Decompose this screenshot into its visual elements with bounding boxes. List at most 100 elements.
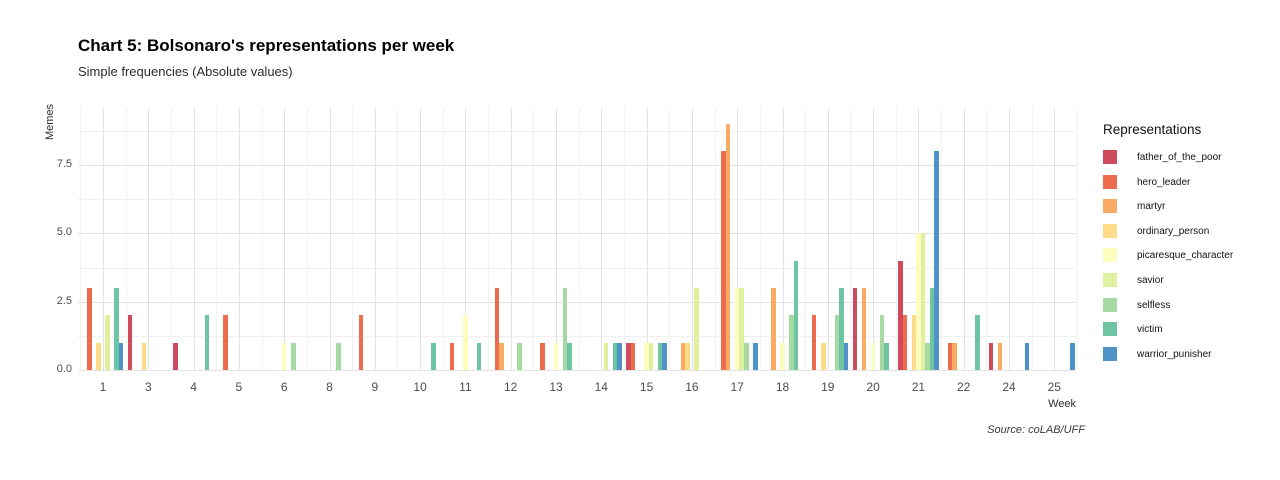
y-axis-label: Memes xyxy=(44,103,56,140)
bar-martyr-week-24 xyxy=(997,342,1003,370)
bar-ordinary_person-week-3 xyxy=(141,342,147,370)
bar-selfless-week-12 xyxy=(517,342,522,370)
x-tick-label: 19 xyxy=(821,380,835,394)
gridline-y-major xyxy=(78,301,1076,303)
bar-selfless-week-6 xyxy=(290,342,296,370)
bar-warrior_punisher-week-21 xyxy=(934,151,939,370)
gridline-x-major xyxy=(873,108,875,370)
bar-hero_leader-week-5 xyxy=(223,315,228,370)
gridline-x-minor xyxy=(397,108,399,370)
gridline-x-minor xyxy=(170,108,172,370)
gridline-x-minor xyxy=(850,108,852,370)
bar-warrior_punisher-week-24 xyxy=(1024,342,1030,370)
legend-swatch-savior xyxy=(1103,273,1117,287)
bar-warrior_punisher-week-14 xyxy=(617,342,622,370)
gridline-y-major xyxy=(78,165,1076,167)
x-tick-label: 20 xyxy=(866,380,880,394)
gridline-x-major xyxy=(103,108,104,370)
gridline-y-minor xyxy=(78,267,1076,269)
gridline-x-major xyxy=(465,108,467,370)
x-tick-label: 22 xyxy=(957,380,971,394)
bar-martyr-week-18 xyxy=(771,288,776,370)
bar-picaresque_character-week-17 xyxy=(734,288,740,370)
gridline-x-major xyxy=(510,108,512,370)
bar-savior-week-1 xyxy=(105,315,110,370)
bar-selfless-week-21 xyxy=(925,342,930,370)
bar-victim-week-11 xyxy=(476,342,482,370)
gridline-x-minor xyxy=(941,108,943,370)
bar-hero_leader-week-12 xyxy=(494,288,500,370)
x-tick-label: 5 xyxy=(235,380,243,394)
legend-item-label: warrior_punisher xyxy=(1137,348,1212,360)
bar-hero_leader-week-15 xyxy=(630,342,636,370)
bar-victim-week-21 xyxy=(929,288,935,370)
bar-hero_leader-week-19 xyxy=(811,315,817,370)
bar-ordinary_person-week-19 xyxy=(821,342,826,370)
gridline-x-minor xyxy=(714,108,716,370)
x-tick-label: 4 xyxy=(190,380,197,394)
legend-swatch-martyr xyxy=(1103,199,1117,214)
x-tick-label: 25 xyxy=(1047,380,1061,394)
y-tick-label: 5.0 xyxy=(56,226,72,239)
gridline-x-minor xyxy=(306,108,308,370)
x-tick-label: 9 xyxy=(371,380,379,394)
gridline-x-minor xyxy=(986,108,988,370)
legend-swatch-warrior_punisher xyxy=(1103,346,1117,361)
gridline-y-major xyxy=(78,370,1076,371)
bar-ordinary_person-week-1 xyxy=(96,342,101,370)
gridline-x-minor xyxy=(442,108,444,370)
bar-ordinary_person-week-16 xyxy=(685,342,690,370)
x-tick-label: 17 xyxy=(730,380,744,394)
y-tick-label: 2.5 xyxy=(56,294,72,307)
legend-item-label: ordinary_person xyxy=(1137,225,1210,237)
chart-subtitle: Simple frequencies (Absolute values) xyxy=(78,64,293,79)
legend-item-label: father_of_the_poor xyxy=(1137,152,1222,163)
gridline-x-major xyxy=(148,108,150,370)
gridline-x-minor xyxy=(623,108,625,370)
y-tick-label: 7.5 xyxy=(56,158,72,171)
bar-hero_leader-week-17 xyxy=(721,151,726,370)
gridline-x-major xyxy=(827,108,829,370)
bar-hero_leader-week-11 xyxy=(449,342,455,370)
bar-martyr-week-16 xyxy=(680,342,686,370)
bar-victim-week-20 xyxy=(884,342,889,370)
legend-swatch-selfless xyxy=(1103,297,1117,312)
y-tick-label: 0.0 xyxy=(56,363,72,375)
legend-item-label: hero_leader xyxy=(1137,176,1191,188)
legend-title: Representations xyxy=(1103,122,1202,137)
gridline-x-minor xyxy=(1031,108,1033,370)
gridline-x-major xyxy=(284,108,286,370)
gridline-x-major xyxy=(691,108,693,370)
gridline-x-major xyxy=(646,108,648,370)
gridline-x-major xyxy=(329,108,331,370)
bar-father_of_the_poor-week-3 xyxy=(127,315,133,370)
x-tick-label: 24 xyxy=(1002,380,1016,394)
bar-father_of_the_poor-week-24 xyxy=(988,342,994,370)
legend-item-label: selfless xyxy=(1137,299,1171,311)
legend-item-label: picaresque_character xyxy=(1137,250,1234,262)
bar-picaresque_character-week-18 xyxy=(780,342,785,370)
gridline-x-major xyxy=(963,108,965,370)
gridline-x-major xyxy=(1054,108,1056,370)
bar-warrior_punisher-week-19 xyxy=(843,342,849,370)
x-tick-label: 11 xyxy=(459,380,472,394)
bar-savior-week-21 xyxy=(920,233,926,370)
gridline-x-minor xyxy=(895,108,897,370)
bar-victim-week-19 xyxy=(839,288,844,370)
bar-savior-week-17 xyxy=(739,288,744,370)
x-tick-label: 12 xyxy=(504,380,518,394)
gridline-x-minor xyxy=(1076,108,1078,370)
bar-victim-week-10 xyxy=(431,342,436,370)
bar-selfless-week-18 xyxy=(789,315,794,370)
bar-selfless-week-13 xyxy=(562,288,568,370)
x-axis-label: Week xyxy=(1048,398,1076,410)
bar-father_of_the_poor-week-4 xyxy=(173,342,178,370)
bar-picaresque_character-week-13 xyxy=(553,342,559,370)
bar-father_of_the_poor-week-20 xyxy=(852,288,858,370)
legend-swatch-victim xyxy=(1103,322,1117,337)
gridline-y-minor xyxy=(78,130,1076,132)
x-tick-label: 3 xyxy=(144,380,152,394)
bar-hero_leader-week-22 xyxy=(947,342,953,370)
bar-hero_leader-week-9 xyxy=(358,315,364,370)
